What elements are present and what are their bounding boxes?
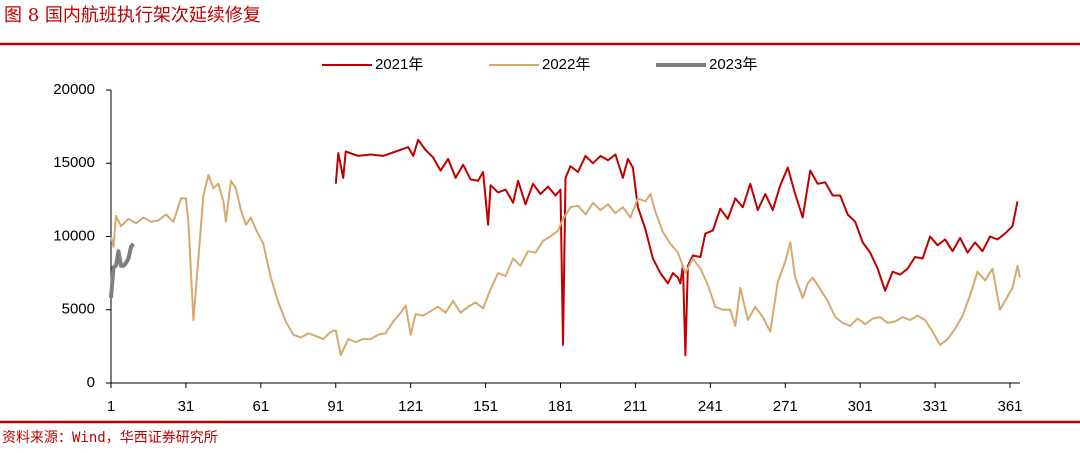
- y-tick-label: 10000: [53, 227, 95, 244]
- x-tick-label: 151: [473, 398, 498, 415]
- x-tick-label: 91: [327, 398, 344, 415]
- chart-title: 图 8 国内航班执行架次延续修复: [4, 5, 261, 26]
- x-tick-label: 1: [107, 398, 115, 415]
- x-tick-label: 61: [252, 398, 269, 415]
- x-tick-label: 271: [773, 398, 798, 415]
- legend-label: 2023年: [709, 56, 757, 73]
- y-tick-label: 20000: [53, 81, 95, 98]
- series-line: [334, 138, 1019, 357]
- x-tick-label: 181: [548, 398, 573, 415]
- x-tick-label: 331: [923, 398, 948, 415]
- y-tick-label: 0: [87, 374, 95, 391]
- x-tick-label: 121: [398, 398, 423, 415]
- y-tick-label: 5000: [62, 301, 95, 318]
- x-tick-label: 241: [698, 398, 723, 415]
- source: 资料来源：Wind，华西证券研究所: [2, 430, 218, 446]
- x-tick-label: 361: [997, 398, 1022, 415]
- y-tick-label: 15000: [53, 154, 95, 171]
- x-tick-label: 301: [848, 398, 873, 415]
- legend-label: 2022年: [542, 56, 590, 73]
- x-tick-label: 31: [178, 398, 195, 415]
- legend-label: 2021年: [375, 56, 423, 73]
- series-line: [110, 174, 1021, 357]
- series-line: [109, 242, 136, 299]
- x-tick-label: 211: [623, 398, 647, 415]
